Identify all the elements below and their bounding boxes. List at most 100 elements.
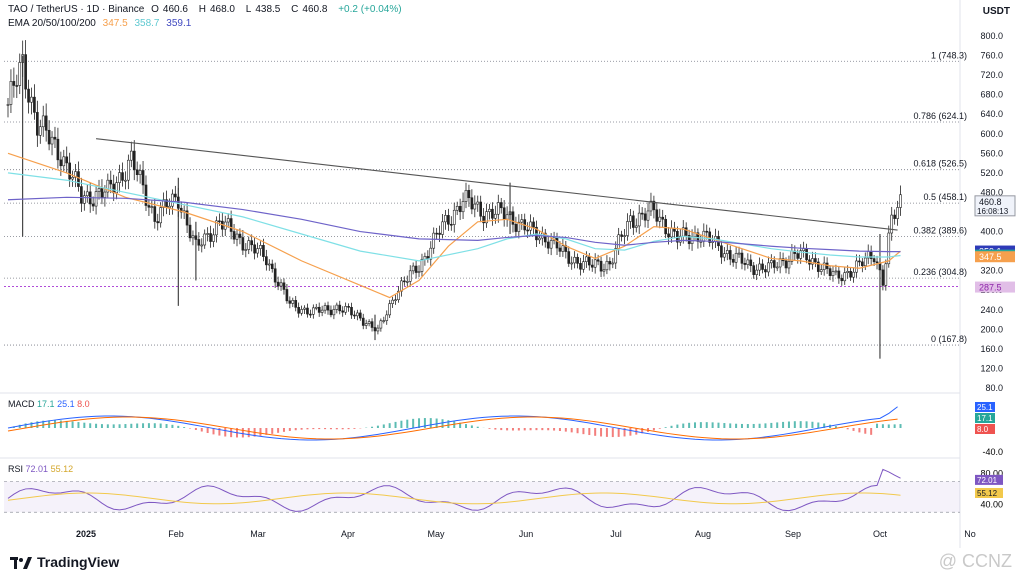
macd-histogram-bar <box>688 422 691 428</box>
macd-histogram-bar <box>846 428 849 430</box>
rsi-band <box>4 481 960 513</box>
candle-body <box>849 270 852 278</box>
candle-body <box>38 126 42 136</box>
candle-body <box>734 253 738 263</box>
candle-body <box>596 259 600 262</box>
candle-body <box>775 266 779 269</box>
macd-histogram-bar <box>459 422 462 428</box>
macd-histogram-bar <box>400 420 403 428</box>
candle-body <box>623 235 626 237</box>
candle-body <box>438 232 441 235</box>
candle-body <box>44 115 48 131</box>
candle-body <box>511 211 515 225</box>
candle-body <box>555 237 559 249</box>
candle-body <box>649 200 653 212</box>
macd-tag-bg <box>975 424 995 434</box>
candle-body <box>855 260 858 273</box>
candle-body <box>643 213 647 221</box>
candle-body <box>229 218 233 232</box>
macd-histogram-bar <box>53 420 56 428</box>
candle-body <box>899 194 902 208</box>
candle-body <box>106 179 110 193</box>
price-change: +0.2 (+0.04%) <box>338 4 402 15</box>
macd-legend[interactable]: MACD 17.1 25.1 8.0 <box>8 399 90 409</box>
candle-body <box>388 303 391 316</box>
price-tick-label: 640.0 <box>980 109 1003 119</box>
candle-body <box>150 206 154 208</box>
macd-histogram-bar <box>376 425 379 428</box>
time-axis-label: 2025 <box>76 529 96 539</box>
candle-body <box>670 227 673 238</box>
candle-body <box>394 299 397 302</box>
price-tick-label: 800.0 <box>980 31 1003 41</box>
price-tick-label: 480.0 <box>980 187 1003 197</box>
price-tag-bg <box>975 251 1015 263</box>
candle-body <box>661 216 665 220</box>
candle-body <box>226 218 230 223</box>
candle-body <box>241 237 245 251</box>
macd-histogram-bar <box>558 428 561 431</box>
macd-histogram-bar <box>600 428 603 437</box>
macd-histogram-bar <box>699 422 702 428</box>
candle-body <box>840 277 844 282</box>
rsi-axis-label: 40.00 <box>980 500 1003 510</box>
macd-histogram-bar <box>200 428 203 432</box>
candle-body <box>267 263 271 266</box>
macd-histogram-bar <box>165 424 168 428</box>
candle-body <box>397 290 400 301</box>
candle-body <box>244 249 248 251</box>
ema-legend[interactable]: EMA 20/50/100/200 347.5 358.7 359.1 <box>8 18 195 29</box>
candle-body <box>614 248 618 264</box>
candle-body <box>837 270 841 279</box>
candle-body <box>320 309 324 313</box>
candle-body <box>338 304 342 312</box>
symbol-title[interactable]: TAO / TetherUS · 1D · Binance <box>8 4 145 15</box>
tradingview-logo[interactable]: TradingView <box>10 554 119 570</box>
price-tick-label: 560.0 <box>980 148 1003 158</box>
candle-body <box>135 169 139 175</box>
candle-body <box>403 280 406 283</box>
currency-label[interactable]: USDT <box>982 6 1010 17</box>
candle-body <box>699 241 703 243</box>
macd-histogram-bar <box>547 428 550 431</box>
candle-body <box>364 323 368 326</box>
macd-histogram-bar <box>36 421 39 428</box>
macd-histogram-bar <box>811 421 814 428</box>
macd-histogram-bar <box>887 424 890 428</box>
candle-body <box>341 310 345 313</box>
candle-body <box>828 268 832 276</box>
candle-body <box>262 245 265 257</box>
macd-histogram-bar <box>705 422 708 428</box>
candle-body <box>802 248 805 252</box>
candle-body <box>59 159 63 167</box>
macd-histogram-bar <box>570 428 573 433</box>
candle-body <box>784 260 788 269</box>
candle-body <box>265 256 268 266</box>
candle-body <box>611 262 615 265</box>
macd-histogram-bar <box>106 424 109 428</box>
candle-body <box>423 256 427 260</box>
candle-body <box>282 282 286 290</box>
candle-body <box>728 250 732 260</box>
candle-body <box>405 281 409 283</box>
macd-histogram-bar <box>817 422 820 428</box>
candle-body <box>505 214 509 220</box>
candle-body <box>138 170 142 175</box>
macd-histogram-bar <box>787 421 790 428</box>
candle-body <box>206 233 209 235</box>
macd-histogram-bar <box>476 426 479 428</box>
candle-body <box>546 241 550 249</box>
candle-body <box>27 88 30 103</box>
candle-body <box>65 156 69 164</box>
candle-body <box>517 221 521 232</box>
macd-histogram-bar <box>406 419 409 428</box>
candle-body <box>646 210 650 221</box>
rsi-legend[interactable]: RSI 72.01 55.12 <box>8 464 74 474</box>
ema-line-3 <box>7 196 901 253</box>
macd-histogram-bar <box>353 428 356 429</box>
price-tag-label: 460.8 <box>979 197 1002 207</box>
candle-body <box>725 250 729 254</box>
macd-histogram-bar <box>341 428 344 430</box>
candle-body <box>18 62 22 86</box>
